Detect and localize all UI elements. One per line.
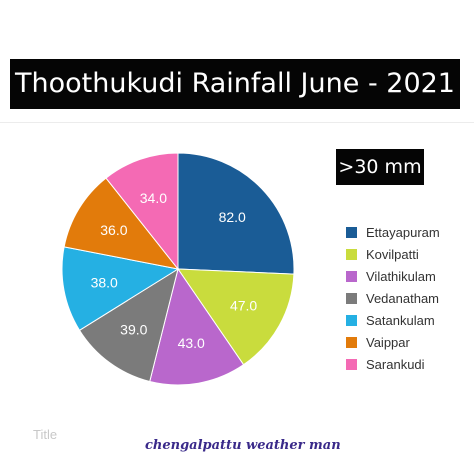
watermark-text: chengalpattu weather man xyxy=(145,438,341,453)
legend-label: Vilathikulam xyxy=(366,268,436,284)
legend-item-vaippar: Vaippar xyxy=(346,331,470,353)
chart-title: Thoothukudi Rainfall June - 2021 xyxy=(10,59,460,109)
divider xyxy=(0,122,474,123)
legend-item-kovilpatti: Kovilpatti xyxy=(346,243,470,265)
slice-value-label: 39.0 xyxy=(120,322,147,338)
pie-slice-kovilpatti xyxy=(177,268,295,366)
slice-value-label: 36.0 xyxy=(100,222,127,238)
legend-swatch xyxy=(346,314,357,326)
legend-label: Kovilpatti xyxy=(366,246,419,262)
legend-item-sarankudi: Sarankudi xyxy=(346,353,470,375)
pie-slice-satankulam xyxy=(61,246,180,331)
slice-value-label: 82.0 xyxy=(219,209,246,225)
legend-label: Vaippar xyxy=(366,334,410,350)
pie-slice-sarankudi xyxy=(105,152,179,271)
legend-swatch xyxy=(346,226,357,238)
legend-label: Vedanatham xyxy=(366,290,440,306)
slice-value-label: 34.0 xyxy=(140,190,167,206)
pie-slice-ettayapuram xyxy=(177,152,295,275)
legend-swatch xyxy=(346,248,357,260)
legend-item-vilathikulam: Vilathikulam xyxy=(346,265,470,287)
legend-item-ettayapuram: Ettayapuram xyxy=(346,221,470,243)
legend-swatch xyxy=(346,336,357,348)
legend-label: Ettayapuram xyxy=(366,224,440,240)
legend-swatch xyxy=(346,270,357,282)
legend-swatch xyxy=(346,358,357,370)
slice-value-label: 38.0 xyxy=(91,275,118,291)
threshold-badge: >30 mm xyxy=(336,149,424,185)
slice-value-label: 47.0 xyxy=(230,297,257,313)
slice-value-label: 43.0 xyxy=(178,335,205,351)
legend-label: Satankulam xyxy=(366,312,435,328)
legend-item-satankulam: Satankulam xyxy=(346,309,470,331)
pie-slice-vaippar xyxy=(63,177,180,270)
legend-swatch xyxy=(346,292,357,304)
chart-legend: Ettayapuram Kovilpatti Vilathikulam Vedanat… xyxy=(346,221,470,375)
legend-item-vedanatham: Vedanatham xyxy=(346,287,470,309)
pie-slice-vilathikulam xyxy=(149,267,245,386)
pie-slice-vedanatham xyxy=(78,267,179,383)
legend-label: Sarankudi xyxy=(366,356,425,372)
faint-title-text: Title xyxy=(33,427,58,442)
